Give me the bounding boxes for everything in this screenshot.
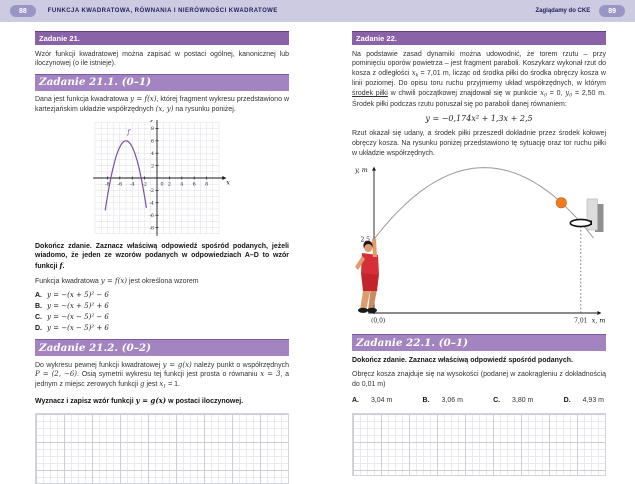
svg-text:-4: -4: [130, 181, 135, 187]
task-22-body2: Rzut okazał się udany, a środek piłki pr…: [352, 130, 606, 157]
svg-text:x: x: [226, 178, 230, 186]
svg-text:2,5: 2,5: [360, 237, 370, 244]
task-22-1-header: Zadanie 22.1. (0–1): [352, 334, 606, 352]
task-21-2-header: Zadanie 21.2. (0–2): [35, 339, 289, 357]
svg-text:2: 2: [151, 163, 154, 169]
svg-text:-8: -8: [105, 181, 110, 187]
svg-text:6: 6: [151, 138, 154, 144]
option-b: B. 3,06 m: [422, 396, 463, 404]
trajectory-curve: [373, 167, 594, 240]
option-d: D. y = −(x − 5)² + 6: [35, 324, 109, 333]
curve-label-f: f: [126, 128, 131, 136]
option-c: C. y = −(x − 5)² − 6: [35, 313, 109, 322]
svg-text:y, m: y, m: [354, 167, 368, 174]
task-22-body: Na podstawie zasad dynamiki można udowod…: [352, 50, 607, 108]
task-21-1-header: Zadanie 21.1. (0–1): [35, 73, 289, 91]
task-21-1-prompt: Dokończ zdanie. Zaznacz właściwą odpowie…: [35, 242, 289, 270]
basketball-hoop: [569, 199, 604, 233]
answer-grid-right: [352, 412, 606, 476]
svg-text:-6: -6: [149, 213, 154, 219]
left-page: Zadanie 21. Wzór funkcji kwadratowej moż…: [35, 31, 289, 484]
task-22-1-prompt: Dokończ zdanie. Zaznacz właściwą odpowie…: [352, 356, 573, 364]
task-21-2-prompt: Wyznacz i zapisz wzór funkcji y = g(x) w…: [35, 395, 244, 405]
option-a: A. 3,04 m: [352, 396, 393, 404]
task-22-1-stem: Obręcz kosza znajduje się na wysokości (…: [352, 371, 606, 389]
svg-text:8: 8: [205, 181, 208, 187]
option-d: D. 4,93 m: [563, 396, 604, 404]
task-22-header: Zadanie 22.: [352, 31, 606, 45]
task-21-2-body: Do wykresu pewnej funkcji kwadratowej y …: [35, 360, 290, 390]
task-21-header: Zadanie 21.: [35, 31, 289, 45]
svg-text:(0,0): (0,0): [371, 318, 385, 325]
svg-text:y: y: [149, 120, 154, 122]
task-21-1-stem: Funkcja kwadratowa y = f(x) jest określo…: [35, 276, 199, 285]
right-page-number-badge: 89: [599, 5, 625, 17]
function-graph: -8 -6 -4 -2 2 4 6 8 8 6 4 2 -2 -4 -6 -8 0 x y f: [93, 119, 230, 236]
trajectory-figure-wrap: y, m x, m 2,5 (0,0) 7,01: [352, 163, 606, 329]
trajectory-equation: y = −0,174x² + 1,3x + 2,5: [425, 114, 533, 124]
svg-text:-4: -4: [149, 200, 154, 206]
header-right-group: Zaglądamy do CKE 89: [536, 5, 625, 17]
svg-text:x, m: x, m: [592, 318, 605, 325]
right-page: Zadanie 22. Na podstawie zasad dynamiki …: [352, 31, 606, 476]
svg-text:0: 0: [161, 181, 164, 187]
svg-text:-2: -2: [142, 181, 147, 187]
option-c: C. 3,80 m: [493, 396, 534, 404]
option-a: A. y = −(x + 5)² − 6: [35, 291, 109, 300]
svg-text:4: 4: [180, 181, 183, 187]
parabola-curve: [104, 139, 147, 211]
player-figure: [355, 239, 379, 314]
chapter-title: FUNKCJA KWADRATOWA, RÓWNANIA I NIERÓWNOŚ…: [47, 8, 278, 14]
task-21-intro-text: Wzór funkcji kwadratowej można zapisać w…: [35, 50, 289, 68]
task-21-1-intro: Dana jest funkcja kwadratowa y = f(x), k…: [35, 95, 290, 113]
svg-text:-2: -2: [149, 188, 154, 194]
svg-text:4: 4: [151, 151, 154, 157]
task-22-1-options: A. 3,04 m B. 3,06 m C. 3,80 m D. 4,93 m: [352, 397, 604, 404]
svg-text:2: 2: [168, 181, 171, 187]
svg-text:8: 8: [151, 126, 154, 132]
svg-text:-6: -6: [117, 181, 122, 187]
trajectory-figure: y, m x, m 2,5 (0,0) 7,01: [354, 166, 605, 325]
svg-text:-8: -8: [149, 225, 154, 231]
function-graph-figure: -8 -6 -4 -2 2 4 6 8 8 6 4 2 -2 -4 -6 -8 0 x y f: [35, 119, 289, 238]
svg-text:7,01: 7,01: [574, 318, 587, 325]
page-header-bar: 88 FUNKCJA KWADRATOWA, RÓWNANIA I NIERÓW…: [0, 0, 635, 22]
option-b: B. y = −(x + 5)² + 6: [35, 302, 109, 311]
svg-text:6: 6: [193, 181, 196, 187]
task-21-1-options: A. y = −(x + 5)² − 6 B. y = −(x + 5)² + 6 …: [35, 291, 289, 332]
left-page-number-badge: 88: [10, 5, 36, 17]
section-label: Zaglądamy do CKE: [535, 8, 591, 14]
basketball: [555, 197, 567, 209]
